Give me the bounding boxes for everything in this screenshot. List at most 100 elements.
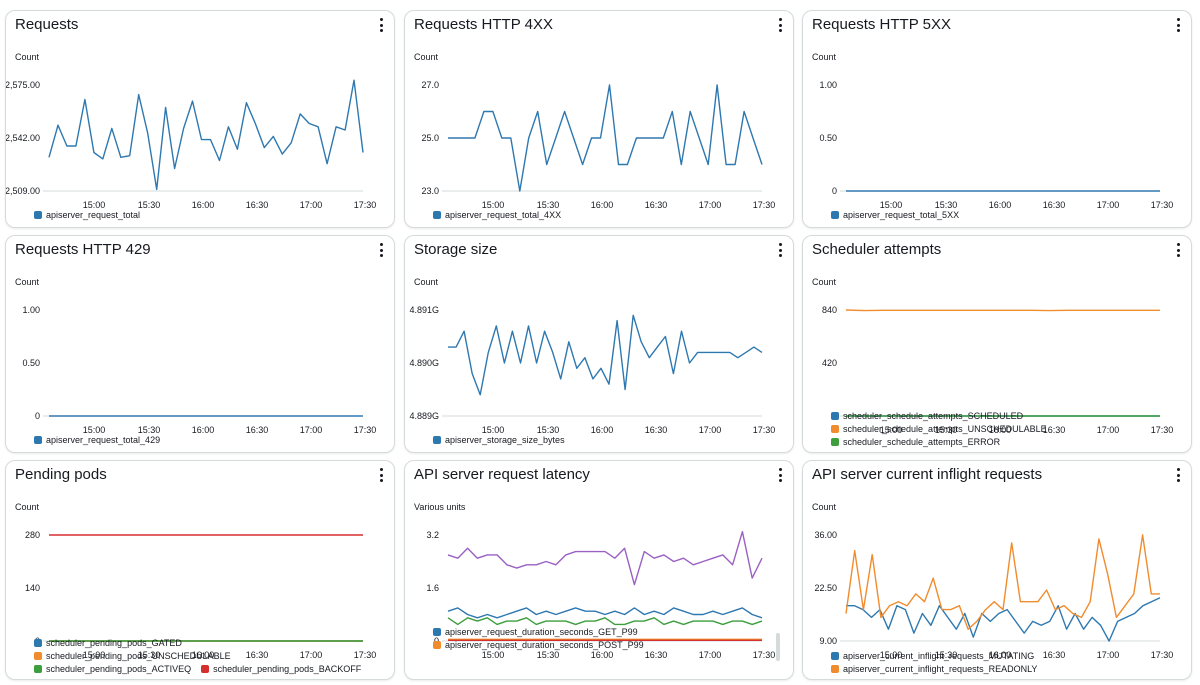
- legend-label: apiserver_current_inflight_requests_MUTA…: [843, 650, 1035, 661]
- series-line-0: [48, 79, 364, 191]
- y-tick-label: 0: [35, 411, 40, 421]
- legend: apiserver_request_total_4XX: [433, 208, 571, 221]
- legend-swatch: [433, 640, 441, 649]
- legend-swatch: [34, 664, 42, 673]
- y-axis-unit: Count: [812, 502, 837, 512]
- y-tick-label: 2,575.00: [6, 80, 40, 90]
- more-options-icon[interactable]: [775, 468, 785, 482]
- legend-swatch: [831, 664, 839, 673]
- more-options-icon[interactable]: [1173, 243, 1183, 257]
- y-axis-unit: Count: [812, 52, 837, 62]
- panel-requests: Requests Count 2,575.00 2,542.00 2,509.00 15:…: [5, 10, 395, 228]
- legend-item[interactable]: scheduler_schedule_attempts_ERROR: [831, 437, 1000, 447]
- legend-scrollbar[interactable]: [776, 633, 780, 661]
- panel-latency: API server request latency Various units 3…: [404, 460, 794, 680]
- legend-item[interactable]: apiserver_request_total: [34, 210, 140, 220]
- panel-inflight: API server current inflight requests Coun…: [802, 460, 1192, 680]
- legend-label: apiserver_request_total_5XX: [843, 209, 960, 220]
- legend-item[interactable]: apiserver_request_duration_seconds_GET_P…: [433, 627, 638, 637]
- y-tick-label: 0.50: [22, 358, 40, 368]
- series-line-0: [846, 597, 1161, 642]
- more-options-icon[interactable]: [376, 18, 386, 32]
- x-tick-label: 15:30: [537, 200, 560, 210]
- legend-item[interactable]: scheduler_pending_pods_GATED: [34, 638, 182, 648]
- x-tick-label: 17:00: [300, 200, 323, 210]
- legend-swatch: [433, 627, 441, 636]
- panel-http4xx: Requests HTTP 4XX Count 27.0 25.0 23.0 15:00 1…: [404, 10, 794, 228]
- more-options-icon[interactable]: [775, 243, 785, 257]
- series-line-2: [447, 617, 763, 626]
- legend-item[interactable]: apiserver_request_total_5XX: [831, 210, 959, 220]
- legend-swatch: [433, 435, 441, 444]
- legend-item[interactable]: apiserver_request_duration_seconds_POST_…: [433, 640, 644, 650]
- y-tick-label: 840: [822, 305, 837, 315]
- more-options-icon[interactable]: [376, 243, 386, 257]
- y-axis-unit: Various units: [414, 502, 466, 512]
- legend-item[interactable]: scheduler_schedule_attempts_UNSCHEDULABL…: [831, 424, 1047, 434]
- legend-item[interactable]: apiserver_request_total_4XX: [433, 210, 561, 220]
- panel-storage: Storage size Count 4.891G 4.890G 4.889G 15:00…: [404, 235, 794, 453]
- x-tick-label: 17:00: [1097, 200, 1120, 210]
- legend-label: scheduler_pending_pods_GATED: [46, 637, 182, 648]
- x-tick-label: 15:00: [482, 425, 505, 435]
- y-tick-label: 4.891G: [409, 305, 439, 315]
- y-tick-label: 1.00: [819, 80, 837, 90]
- x-tick-label: 16:00: [989, 650, 1012, 660]
- y-tick-label: 27.0: [421, 80, 439, 90]
- x-tick-label: 17:00: [300, 425, 323, 435]
- more-options-icon[interactable]: [1173, 468, 1183, 482]
- x-tick-label: 16:00: [989, 200, 1012, 210]
- x-tick-label: 16:30: [645, 200, 668, 210]
- y-axis-unit: Count: [15, 277, 40, 287]
- legend-label: apiserver_request_total_429: [46, 434, 161, 445]
- x-tick-label: 17:00: [1097, 650, 1120, 660]
- legend-item[interactable]: scheduler_pending_pods_BACKOFF: [201, 664, 361, 674]
- y-tick-label: 36.00: [814, 530, 837, 540]
- chart-requests: 2,575.00 2,542.00 2,509.00 15:00 15:30 16:00 1…: [6, 79, 376, 210]
- x-tick-label: 16:30: [1043, 200, 1066, 210]
- panel-title: Requests HTTP 4XX: [414, 16, 553, 33]
- x-tick-label: 15:30: [935, 200, 958, 210]
- legend-label: apiserver_storage_size_bytes: [445, 434, 565, 445]
- series-line-1: [845, 534, 1160, 630]
- legend: scheduler_pending_pods_GATED scheduler_pe…: [34, 636, 371, 675]
- y-tick-label: 420: [822, 358, 837, 368]
- legend-label: apiserver_request_total: [46, 209, 141, 220]
- legend-label: scheduler_pending_pods_BACKOFF: [213, 663, 362, 674]
- legend-item[interactable]: apiserver_storage_size_bytes: [433, 435, 565, 445]
- y-tick-label: 1.00: [22, 305, 40, 315]
- legend-label: apiserver_request_duration_seconds_GET_P…: [445, 626, 638, 637]
- x-tick-label: 16:00: [192, 650, 215, 660]
- x-tick-label: 16:00: [192, 200, 215, 210]
- legend-label: scheduler_pending_pods_UNSCHEDULABLE: [46, 650, 231, 661]
- legend-item[interactable]: scheduler_schedule_attempts_SCHEDULED: [831, 411, 1023, 421]
- x-tick-label: 17:00: [1097, 425, 1120, 435]
- x-tick-label: 15:00: [880, 425, 903, 435]
- legend: apiserver_request_total_5XX: [831, 208, 969, 221]
- panel-title: Scheduler attempts: [812, 241, 942, 258]
- legend-item[interactable]: apiserver_request_total_429: [34, 435, 160, 445]
- legend-label: scheduler_schedule_attempts_SCHEDULED: [843, 410, 1024, 421]
- panel-title: Requests HTTP 5XX: [812, 16, 951, 33]
- x-tick-label: 17:30: [1151, 425, 1174, 435]
- more-options-icon[interactable]: [1173, 18, 1183, 32]
- series-line-0: [448, 84, 763, 192]
- x-tick-label: 16:00: [192, 425, 215, 435]
- x-tick-label: 15:30: [138, 200, 161, 210]
- panel-scheduler: Scheduler attemptsCount840420015:0015:30…: [802, 235, 1192, 453]
- legend-label: apiserver_request_duration_seconds_POST_…: [445, 639, 644, 650]
- x-tick-label: 16:30: [645, 650, 668, 660]
- legend-label: scheduler_schedule_attempts_UNSCHEDULABL…: [843, 423, 1047, 434]
- x-tick-label: 15:00: [83, 200, 106, 210]
- more-options-icon[interactable]: [376, 468, 386, 482]
- more-options-icon[interactable]: [775, 18, 785, 32]
- legend-swatch: [34, 435, 42, 444]
- y-tick-label: 2,542.00: [6, 133, 40, 143]
- legend-item[interactable]: apiserver_current_inflight_requests_MUTA…: [831, 651, 1034, 661]
- legend-item[interactable]: scheduler_pending_pods_UNSCHEDULABLE: [34, 651, 231, 661]
- legend-item[interactable]: apiserver_current_inflight_requests_READ…: [831, 664, 1037, 674]
- legend-item[interactable]: scheduler_pending_pods_ACTIVEQ: [34, 664, 191, 674]
- x-tick-label: 16:30: [246, 650, 269, 660]
